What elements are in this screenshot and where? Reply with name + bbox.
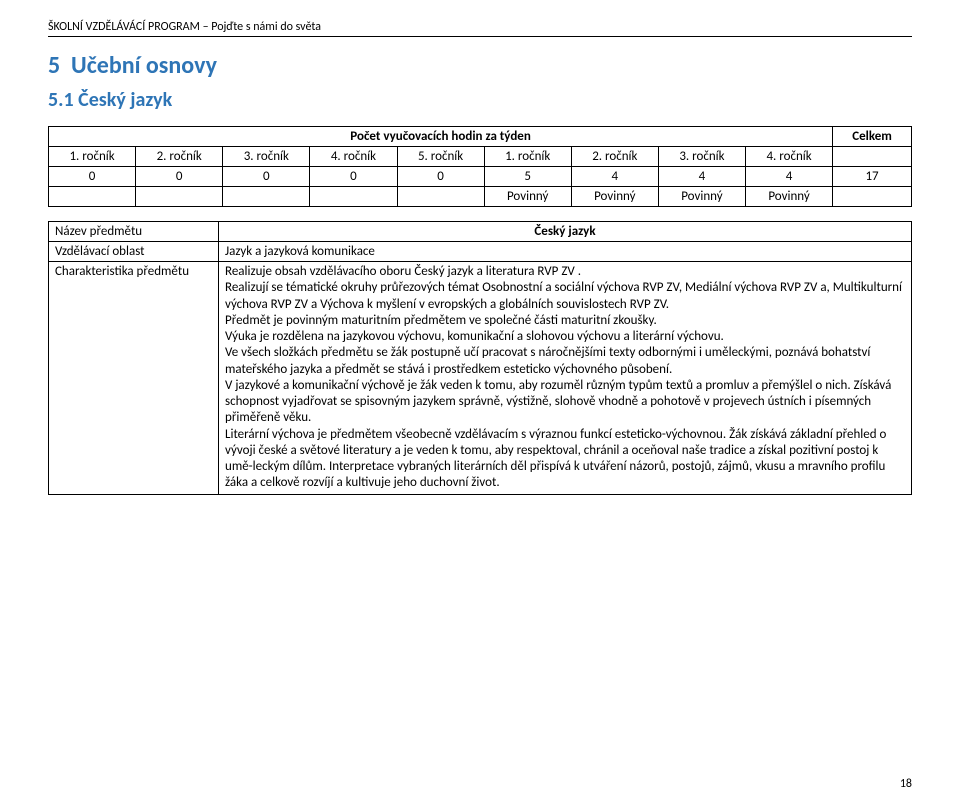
hours-value: 4	[571, 167, 658, 187]
char-paragraph: Literární výchova je předmětem všeobecně…	[225, 427, 905, 492]
char-paragraph: Ve všech složkách předmětu se žák postup…	[225, 345, 905, 378]
hours-mode	[136, 187, 223, 207]
hours-mode: Povinný	[484, 187, 571, 207]
char-paragraph: V jazykové a komunikační výchově je žák …	[225, 378, 905, 427]
header-rule	[48, 36, 912, 37]
hours-value: 0	[49, 167, 136, 187]
subject-char-value: Realizuje obsah vzdělávacího oboru Český…	[219, 262, 912, 495]
hours-value: 4	[658, 167, 745, 187]
section-number: 5	[48, 51, 60, 80]
grade-cell: 1. ročník	[49, 147, 136, 167]
hours-mode: Povinný	[746, 187, 833, 207]
subject-area-label: Vzdělávací oblast	[49, 242, 219, 262]
hours-total: 17	[833, 167, 912, 187]
grade-cell: 4. ročník	[310, 147, 397, 167]
subject-char-row: Charakteristika předmětu Realizuje obsah…	[49, 262, 912, 495]
hours-caption-left: Počet vyučovacích hodin za týden	[49, 127, 833, 147]
grade-cell: 3. ročník	[223, 147, 310, 167]
hours-mode	[397, 187, 484, 207]
hours-value: 0	[310, 167, 397, 187]
subject-area-value: Jazyk a jazyková komunikace	[219, 242, 912, 262]
subject-char-label: Charakteristika předmětu	[49, 262, 219, 495]
char-paragraph: Realizuje obsah vzdělávacího oboru Český…	[225, 264, 905, 280]
hours-grades-row: 1. ročník 2. ročník 3. ročník 4. ročník …	[49, 147, 912, 167]
hours-mode	[310, 187, 397, 207]
subsection-heading: 5.1 Český jazyk	[48, 88, 912, 112]
char-paragraph: Realizují se tématické okruhy průřezovýc…	[225, 280, 905, 313]
hours-value: 0	[136, 167, 223, 187]
hours-value: 0	[397, 167, 484, 187]
section-title: Učební osnovy	[71, 51, 217, 80]
document-header: ŠKOLNÍ VZDĚLÁVÁCÍ PROGRAM – Pojďte s nám…	[48, 20, 912, 34]
page-number: 18	[900, 777, 912, 791]
char-paragraph: Výuka je rozdělena na jazykovou výchovu,…	[225, 329, 905, 345]
hours-value: 5	[484, 167, 571, 187]
grade-cell: 5. ročník	[397, 147, 484, 167]
grade-cell: 2. ročník	[136, 147, 223, 167]
hours-mode	[49, 187, 136, 207]
hours-caption-row: Počet vyučovacích hodin za týden Celkem	[49, 127, 912, 147]
hours-mode: Povinný	[658, 187, 745, 207]
hours-value: 0	[223, 167, 310, 187]
grade-cell: 4. ročník	[746, 147, 833, 167]
hours-value: 4	[746, 167, 833, 187]
hours-mode	[223, 187, 310, 207]
hours-mode: Povinný	[571, 187, 658, 207]
hours-mode	[833, 187, 912, 207]
hours-values-row: 0 0 0 0 0 5 4 4 4 17	[49, 167, 912, 187]
subject-table: Název předmětu Český jazyk Vzdělávací ob…	[48, 221, 912, 495]
subject-name-row: Název předmětu Český jazyk	[49, 222, 912, 242]
grade-cell: 3. ročník	[658, 147, 745, 167]
hours-table: Počet vyučovacích hodin za týden Celkem …	[48, 126, 912, 207]
grade-cell: 2. ročník	[571, 147, 658, 167]
grade-cell-empty	[833, 147, 912, 167]
subject-name-value: Český jazyk	[219, 222, 912, 242]
subject-name-label: Název předmětu	[49, 222, 219, 242]
subject-area-row: Vzdělávací oblast Jazyk a jazyková komun…	[49, 242, 912, 262]
hours-modes-row: Povinný Povinný Povinný Povinný	[49, 187, 912, 207]
char-paragraph: Předmět je povinným maturitním předmětem…	[225, 313, 905, 329]
section-heading: 5 Učební osnovy	[48, 51, 912, 80]
grade-cell: 1. ročník	[484, 147, 571, 167]
hours-caption-right: Celkem	[833, 127, 912, 147]
